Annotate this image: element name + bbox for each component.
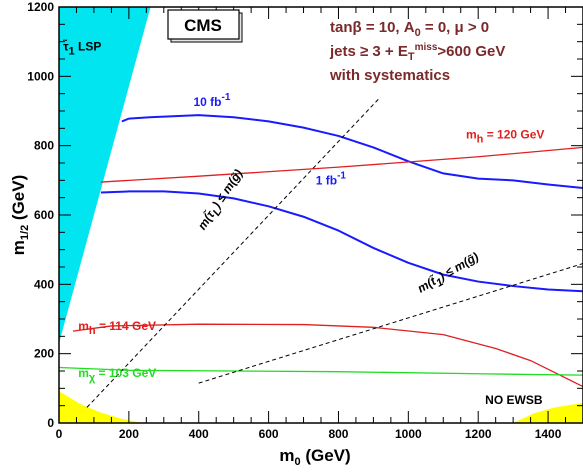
region-no-ewsb-left [59, 391, 143, 423]
cms-label-background [167, 9, 240, 40]
y-tick-label: 1000 [27, 69, 54, 83]
series-line-m-h-120-gev [100, 146, 583, 183]
y-tick-label: 600 [34, 208, 54, 222]
series-line-m-h-114-gev [72, 323, 583, 388]
series-line-10-fb-1 [121, 114, 583, 189]
info-line-2: jets ≥ 3 + ETmiss>600 GeV [329, 42, 505, 63]
x-axis-title: m0 (GeV) [279, 446, 350, 468]
x-tick-label: 200 [119, 427, 139, 441]
x-tick-label: 600 [259, 427, 279, 441]
y-axis-title: m1/2 (GeV) [9, 175, 31, 255]
annotations-layer: 10 fb-1 1 fb-1 mh = 120 GeV mh = 114 GeV mχ … [63, 38, 545, 407]
x-tick-label: 1200 [465, 427, 492, 441]
y-tick-label: 1200 [27, 0, 54, 14]
y-tick-label: 0 [47, 416, 54, 430]
x-tick-label: 800 [328, 427, 348, 441]
regions-layer [59, 7, 583, 423]
annotation-mh-114-gev: mh = 114 GeV [78, 319, 156, 337]
series-line-1-fb-1 [100, 190, 583, 293]
annotation-10-fb-1: 10 fb-1 [193, 92, 230, 109]
cms-label-box: CMS [167, 9, 243, 43]
tick-labels: 0 200 400 600 800 1000 1200 1400 0 200 400 600 800 10… [27, 0, 561, 441]
annotation-1-fb-1: 1 fb-1 [316, 170, 347, 187]
series-layer [59, 96, 583, 408]
x-tick-label: 400 [189, 427, 209, 441]
info-line-1: tanβ = 10, A0 = 0, μ > 0 [330, 19, 489, 39]
y-tick-label: 800 [34, 139, 54, 153]
annotation-no-ewsb: NO EWSB [485, 393, 543, 407]
series-line-m-l-m-g [86, 96, 381, 408]
series-line-m-103-gev [59, 366, 583, 376]
annotation-1-lsp: τ̃1 LSP [63, 38, 102, 57]
annotation-m-103-gev: mχ = 103 GeV [78, 366, 156, 384]
region-stau-lsp [59, 7, 151, 344]
y-tick-label: 200 [34, 347, 54, 361]
plot-frame [58, 6, 583, 424]
cms-label: CMS [184, 16, 222, 35]
y-tick-label: 400 [34, 277, 54, 291]
x-tick-label: 1000 [395, 427, 422, 441]
x-tick-label: 1400 [535, 427, 562, 441]
annotation-mh-120-gev: mh = 120 GeV [466, 128, 544, 146]
axis-ticks [58, 6, 583, 424]
info-text-block: tanβ = 10, A0 = 0, μ > 0 jets ≥ 3 + ETmis… [329, 19, 505, 84]
x-tick-label: 0 [56, 427, 63, 441]
annotation-m-t-1-m-g: m(t̃1) ≤ m(g̃) [415, 249, 483, 299]
info-line-3: with systematics [329, 67, 450, 84]
series-line-m-t-1-m-g [198, 263, 583, 384]
